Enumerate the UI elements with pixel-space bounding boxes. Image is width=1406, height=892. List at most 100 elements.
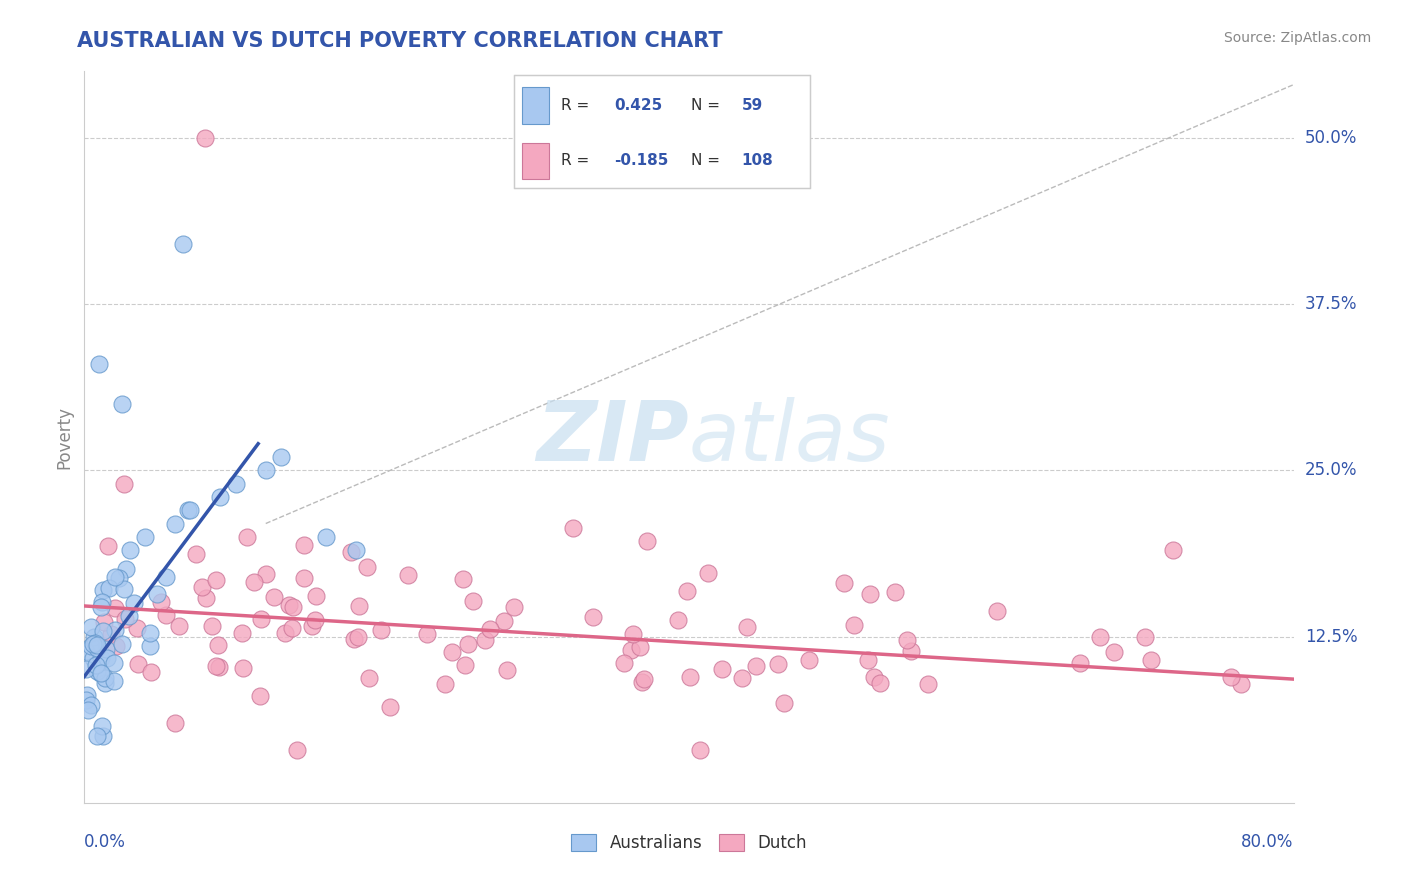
Point	[676, 583, 699, 598]
Point	[292, 571, 315, 585]
Point	[155, 570, 177, 584]
Text: 50.0%: 50.0%	[1305, 128, 1357, 147]
Point	[91, 595, 114, 609]
Point	[127, 621, 149, 635]
Point	[84, 657, 107, 672]
Point	[454, 658, 477, 673]
Point	[340, 545, 363, 559]
Point	[194, 131, 217, 145]
Point	[277, 598, 299, 612]
Point	[357, 671, 380, 685]
Point	[91, 583, 114, 598]
Point	[283, 599, 305, 614]
Point	[100, 627, 122, 641]
Point	[232, 661, 254, 675]
Point	[315, 530, 337, 544]
Point	[139, 639, 162, 653]
Point	[243, 574, 266, 589]
Point	[416, 627, 439, 641]
Point	[731, 671, 754, 685]
Point	[1230, 676, 1253, 690]
Point	[112, 582, 135, 597]
Point	[697, 566, 720, 581]
Point	[457, 637, 479, 651]
Point	[666, 613, 689, 627]
Legend: Australians, Dutch: Australians, Dutch	[562, 825, 815, 860]
Point	[884, 584, 907, 599]
Point	[104, 639, 127, 653]
Point	[90, 719, 112, 733]
Point	[208, 660, 231, 674]
Point	[766, 657, 789, 671]
Point	[184, 547, 207, 561]
Point	[89, 357, 111, 371]
Point	[620, 643, 643, 657]
Point	[249, 612, 271, 626]
Point	[440, 644, 463, 658]
Point	[986, 604, 1008, 618]
Point	[201, 618, 224, 632]
Point	[103, 601, 125, 615]
Point	[582, 609, 605, 624]
Point	[79, 639, 101, 653]
Point	[82, 651, 104, 665]
Point	[118, 608, 141, 623]
Y-axis label: Poverty: Poverty	[55, 406, 73, 468]
Point	[103, 656, 125, 670]
Point	[93, 615, 115, 629]
Point	[91, 729, 114, 743]
Point	[114, 561, 136, 575]
Point	[711, 662, 734, 676]
Point	[75, 662, 97, 676]
Point	[254, 463, 277, 477]
Point	[111, 397, 134, 411]
Text: Source: ZipAtlas.com: Source: ZipAtlas.com	[1223, 31, 1371, 45]
Point	[263, 590, 285, 604]
Point	[463, 594, 485, 608]
Point	[636, 533, 658, 548]
Point	[75, 693, 97, 707]
Point	[82, 637, 104, 651]
Point	[249, 689, 271, 703]
Text: atlas: atlas	[689, 397, 890, 477]
Point	[347, 630, 370, 644]
Point	[896, 633, 918, 648]
Point	[80, 698, 103, 712]
Point	[280, 621, 302, 635]
Point	[496, 663, 519, 677]
Point	[89, 665, 111, 680]
Text: 80.0%: 80.0%	[1241, 833, 1294, 851]
Point	[356, 560, 378, 574]
Point	[613, 656, 636, 670]
Point	[205, 574, 228, 588]
Point	[190, 580, 212, 594]
Point	[834, 576, 856, 591]
Point	[842, 618, 865, 632]
Text: AUSTRALIAN VS DUTCH POVERTY CORRELATION CHART: AUSTRALIAN VS DUTCH POVERTY CORRELATION …	[77, 31, 723, 51]
Point	[139, 665, 162, 679]
Point	[76, 688, 98, 702]
Point	[346, 543, 368, 558]
Point	[292, 538, 315, 552]
Point	[86, 638, 108, 652]
Point	[433, 677, 456, 691]
Point	[90, 651, 112, 665]
Point	[155, 608, 177, 623]
Text: 37.5%: 37.5%	[1305, 295, 1357, 313]
Point	[236, 530, 259, 544]
Point	[231, 625, 253, 640]
Point	[80, 620, 103, 634]
Point	[104, 623, 127, 637]
Text: ZIP: ZIP	[536, 397, 689, 477]
Point	[165, 516, 187, 531]
Point	[1161, 543, 1184, 558]
Point	[479, 622, 502, 636]
Point	[122, 596, 145, 610]
Point	[138, 626, 160, 640]
Point	[494, 614, 516, 628]
Point	[856, 653, 879, 667]
Point	[370, 623, 392, 637]
Point	[1102, 645, 1125, 659]
Point	[304, 613, 326, 627]
Point	[177, 503, 200, 517]
